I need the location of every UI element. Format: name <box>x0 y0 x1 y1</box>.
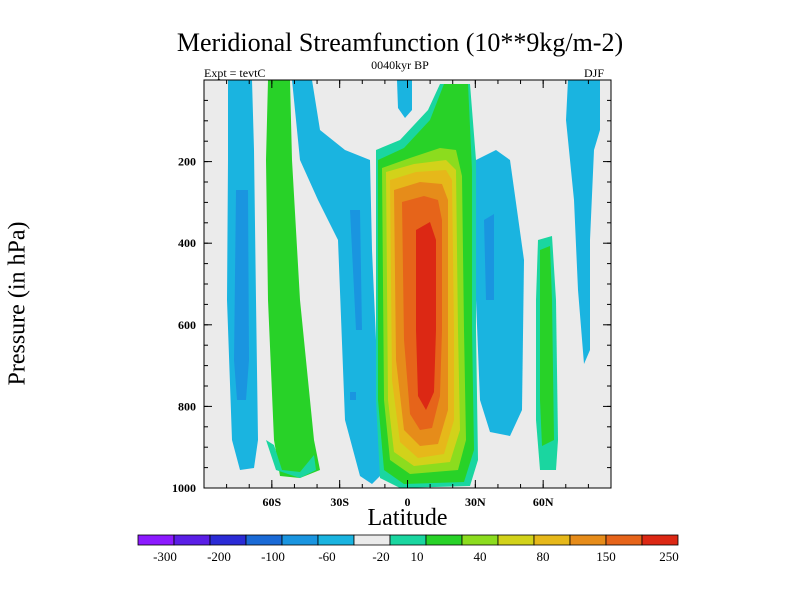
x-tick-label: 30N <box>465 495 486 509</box>
colorbar-label: 80 <box>537 549 550 564</box>
contour-sh-positive-outer <box>266 440 316 478</box>
contour-sh-polar-negative-inner <box>234 190 249 400</box>
y-tick-label: 200 <box>178 155 196 169</box>
x-tick-label: 0 <box>405 495 411 509</box>
contour-nh-positive-inner <box>540 246 554 446</box>
contour-sh-positive <box>266 80 320 478</box>
colorbar-swatch <box>425 534 463 546</box>
colorbar-label: -300 <box>153 549 177 564</box>
y-axis: 200 400 600 800 1000 <box>172 79 611 495</box>
contour-nh-midlat-negative-inner <box>484 214 494 300</box>
contour-sh-midlat-negative <box>292 80 386 484</box>
colorbar-swatch <box>497 534 535 546</box>
colorbar-swatch <box>569 534 607 546</box>
contour-nh-gap <box>476 84 560 170</box>
contour-eq-negative-small <box>397 80 412 118</box>
colorbar-swatch <box>173 534 211 546</box>
colorbar-swatch <box>533 534 571 546</box>
colorbar: -300 -200 -100 -60 -20 10 40 80 150 250 <box>137 534 679 564</box>
y-tick-label: 800 <box>178 399 196 413</box>
colorbar-swatch <box>605 534 643 546</box>
contour-eq-level-300 <box>416 222 436 410</box>
colorbar-swatch <box>389 534 427 546</box>
colorbar-label: -60 <box>318 549 335 564</box>
experiment-label: Expt = tevtC <box>204 66 266 80</box>
colorbar-label: 40 <box>474 549 487 564</box>
colorbar-label: 250 <box>659 549 679 564</box>
contour-nh-polar-negative <box>566 80 600 364</box>
colorbar-label: 150 <box>596 549 616 564</box>
contour-sh-midlat-negative-inner <box>350 210 362 330</box>
colorbar-swatch <box>317 534 355 546</box>
colorbar-swatch <box>353 534 391 546</box>
y-tick-label: 1000 <box>172 481 196 495</box>
x-tick-label: 30S <box>330 495 349 509</box>
chart-title: Meridional Streamfunction (10**9kg/m-2) <box>176 28 624 57</box>
chart-subtitle: 0040kyr BP <box>371 58 429 72</box>
colorbar-label: 10 <box>411 549 424 564</box>
y-tick-label: 400 <box>178 236 196 250</box>
x-axis: 60S 30S 0 30N 60N <box>203 80 612 509</box>
y-tick-label: 600 <box>178 318 196 332</box>
x-tick-label: 60S <box>262 495 281 509</box>
x-axis-label: Latitude <box>367 505 448 531</box>
colorbar-swatch <box>281 534 319 546</box>
colorbar-swatch <box>209 534 247 546</box>
colorbar-label: -200 <box>207 549 231 564</box>
contour-fields <box>227 80 600 488</box>
season-label: DJF <box>584 66 605 80</box>
y-axis-label: Pressure (in hPa) <box>4 221 31 386</box>
colorbar-swatch <box>461 534 499 546</box>
colorbar-swatch <box>641 534 679 546</box>
contour-sh-midlat-negative-small <box>350 392 356 400</box>
x-tick-label: 60N <box>533 495 554 509</box>
colorbar-swatch <box>245 534 283 546</box>
colorbar-swatch <box>137 534 175 546</box>
colorbar-label: -20 <box>372 549 389 564</box>
colorbar-label: -100 <box>261 549 285 564</box>
